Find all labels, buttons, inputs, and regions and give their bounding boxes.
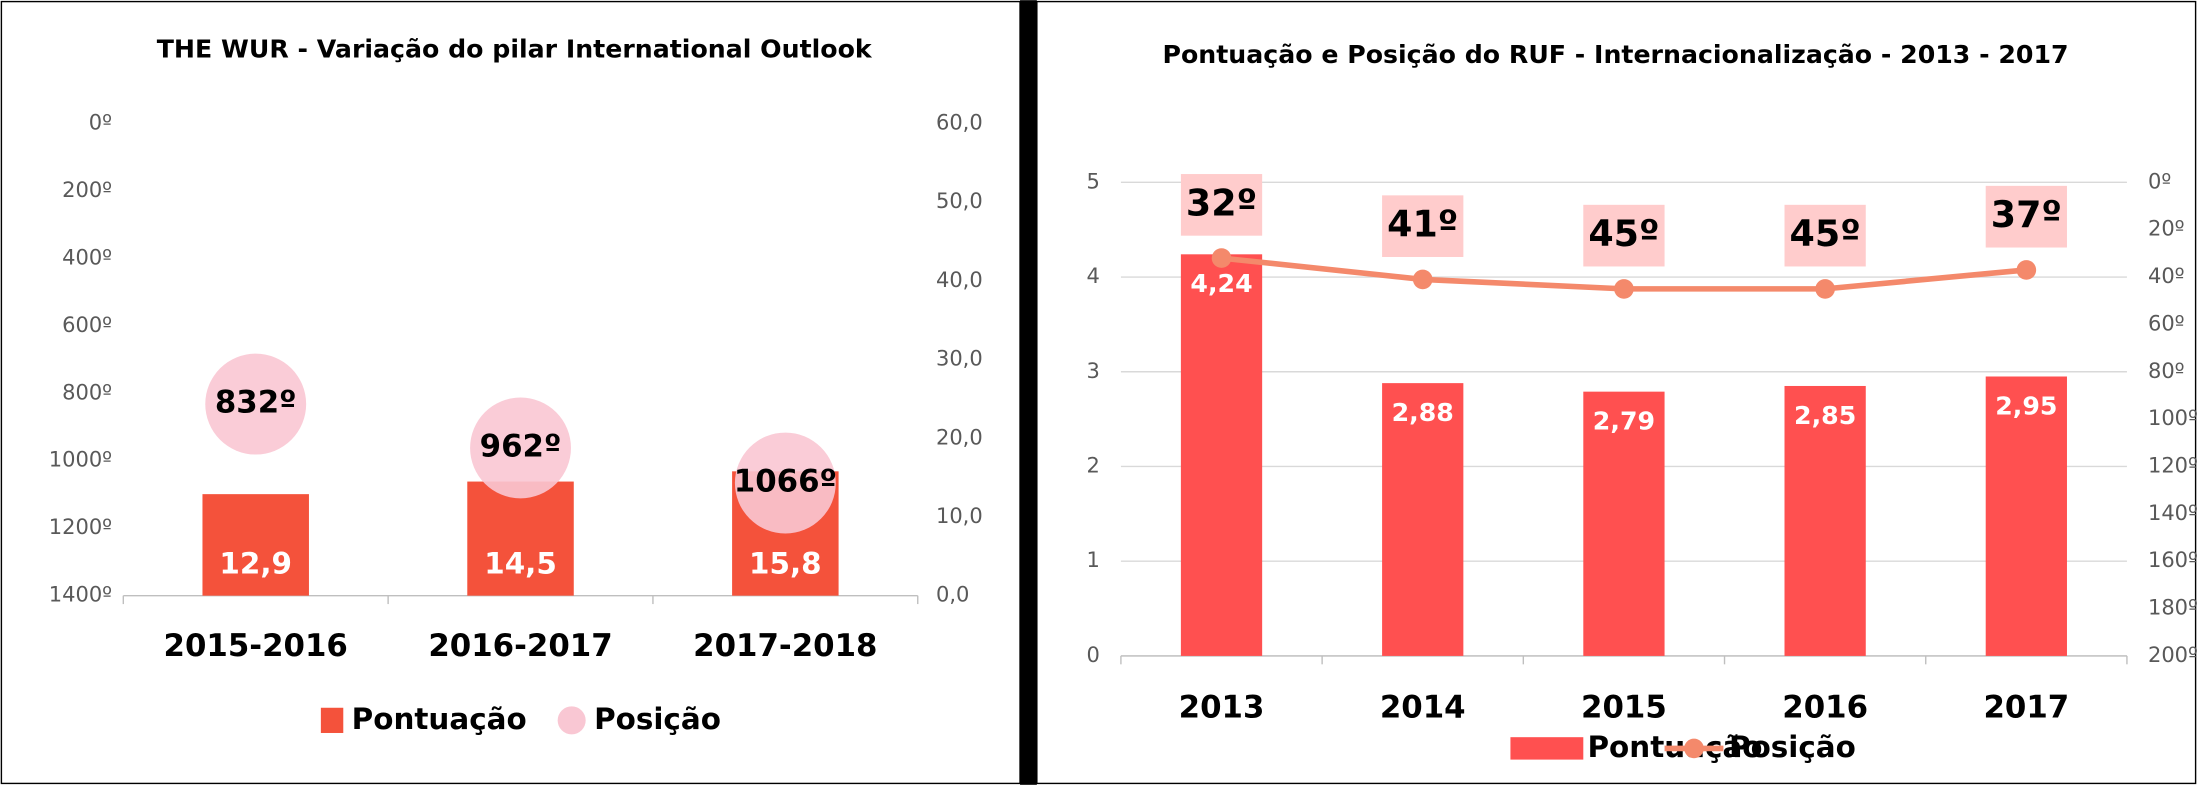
y-tick-label: 1 [1087, 547, 1100, 572]
y-tick-label: 3 [1087, 358, 1100, 383]
y-tick-label: 180º [2148, 595, 2197, 620]
left-panel [0, 0, 1021, 785]
y-tick-label: 60º [2148, 310, 2185, 335]
y-tick-label: 50,0 [936, 188, 983, 213]
y-tick-label: 200º [62, 177, 112, 202]
y-tick-label: 140º [2148, 500, 2197, 525]
legend-swatch [557, 706, 586, 735]
x-tick-label: 2013 [1179, 690, 1265, 726]
y-tick-label: 0,0 [936, 582, 969, 607]
y-tick-label: 40º [2148, 263, 2185, 288]
y-tick-label: 10,0 [936, 503, 983, 528]
x-tick-label: 2017 [1983, 690, 2069, 726]
legend-swatch [1684, 738, 1704, 759]
marker [1412, 269, 1433, 290]
y-tick-label: 40,0 [936, 267, 983, 292]
y-tick-label: 1000º [49, 447, 112, 472]
y-tick-label: 30,0 [936, 346, 983, 371]
x-tick-label: 2016 [1782, 690, 1868, 726]
x-tick-label: 2017-2018 [693, 628, 877, 664]
legend-label: Posição [594, 702, 721, 736]
label-box [1583, 204, 1665, 267]
legend-swatch [1510, 737, 1584, 760]
bar [202, 494, 309, 596]
chart-title: THE WUR - Variação do pilar Internationa… [157, 35, 873, 64]
x-tick-label: 2015-2016 [164, 628, 348, 664]
y-tick-label: 60,0 [936, 109, 983, 134]
bubble-label: 962º [480, 428, 562, 464]
y-tick-label: 80º [2148, 358, 2185, 383]
marker [1815, 279, 1835, 299]
y-tick-label: 2 [1087, 452, 1100, 477]
point-label: 45º [1790, 212, 1861, 255]
y-tick-label: 5 [1087, 168, 1100, 193]
y-tick-label: 0 [1087, 642, 1100, 667]
bar-label: 2,85 [1794, 401, 1856, 430]
y-tick-label: 160º [2148, 547, 2197, 572]
bar [1382, 383, 1464, 656]
y-tick-label: 800º [62, 379, 112, 404]
legend-swatch [320, 707, 344, 733]
y-tick-label: 0º [89, 109, 112, 134]
point-label: 41º [1387, 203, 1458, 246]
bubble [470, 397, 571, 499]
point-label: 37º [1991, 193, 2062, 236]
y-tick-label: 400º [62, 244, 112, 269]
x-tick-label: 2016-2017 [428, 628, 612, 664]
y-tick-label: 1400º [49, 582, 112, 607]
label-box [1985, 185, 2067, 248]
bar [1784, 385, 1866, 656]
y-tick-label: 0º [2148, 168, 2171, 193]
label-box [1784, 204, 1866, 267]
bubble-label: 832º [215, 385, 297, 421]
bubble [734, 432, 836, 534]
y-tick-label: 4 [1087, 263, 1100, 288]
y-tick-label: 100º [2148, 405, 2197, 430]
label-box [1180, 174, 1263, 236]
bubble-label: 1066º [734, 464, 837, 500]
y-tick-label: 600º [62, 312, 112, 337]
bar-label: 15,8 [749, 546, 822, 580]
x-tick-label: 2015 [1581, 690, 1667, 726]
y-tick-label: 200º [2148, 642, 2197, 667]
marker [1614, 279, 1634, 299]
legend-label: Pontuação [352, 702, 527, 736]
bar [1180, 254, 1263, 656]
y-tick-label: 20º [2148, 216, 2185, 241]
y-tick-label: 20,0 [936, 424, 983, 449]
bar [1985, 376, 2067, 656]
bar [467, 481, 574, 596]
label-box [1382, 195, 1464, 257]
bar-label: 2,88 [1392, 398, 1454, 427]
legend-label: Posição [1729, 730, 1856, 764]
y-tick-label: 1200º [49, 514, 112, 539]
bar-label: 14,5 [484, 546, 557, 580]
x-tick-label: 2014 [1380, 690, 1466, 726]
bubble [205, 353, 307, 455]
marker [1211, 248, 1232, 268]
divider [1020, 0, 1037, 785]
bar-label: 4,24 [1190, 269, 1252, 298]
bar [1583, 391, 1665, 656]
bar-label: 12,9 [219, 546, 292, 580]
bar-label: 2,95 [1995, 391, 2057, 420]
chart-title: Pontuação e Posição do RUF - Internacion… [1162, 40, 2068, 69]
point-label: 45º [1588, 212, 1659, 255]
marker [2016, 260, 2037, 280]
bar-label: 2,79 [1593, 406, 1655, 435]
y-tick-label: 120º [2148, 452, 2197, 477]
point-label: 32º [1186, 181, 1257, 224]
